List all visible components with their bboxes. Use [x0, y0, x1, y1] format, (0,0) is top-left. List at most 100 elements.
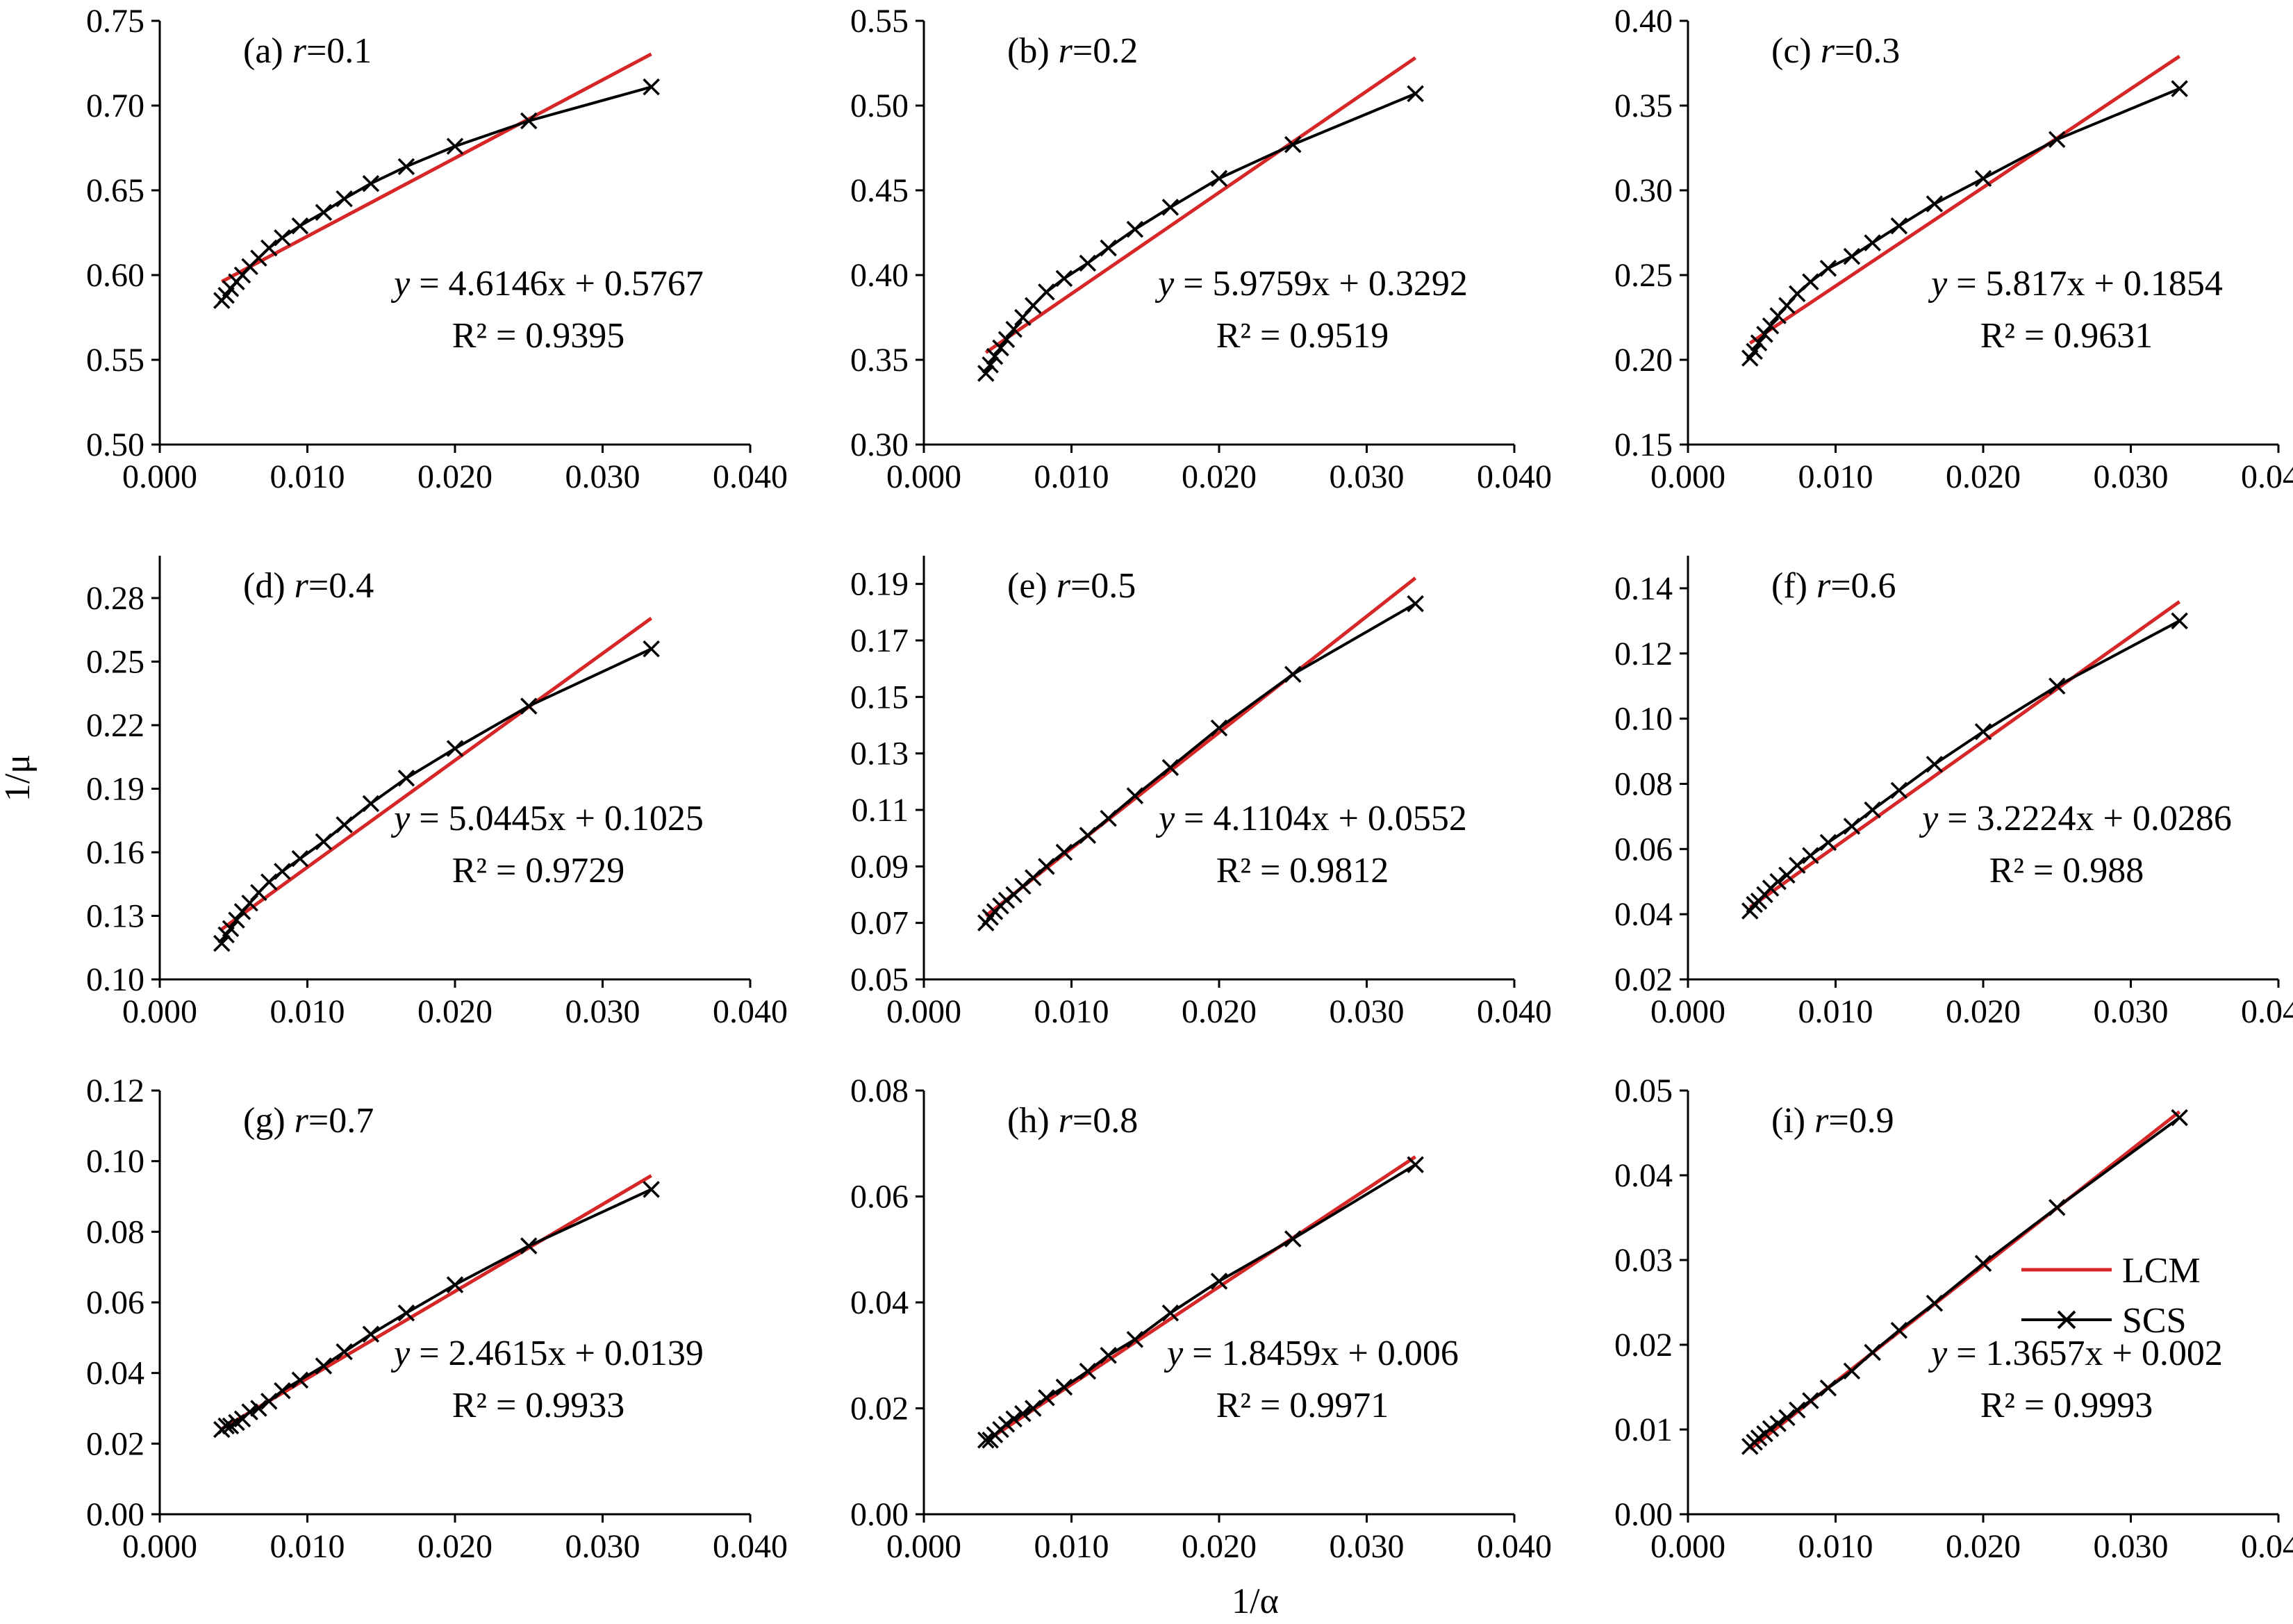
scs-data-point — [260, 873, 278, 890]
scs-data-point — [1055, 843, 1073, 861]
panel-label: (a) r=0.1 — [243, 31, 372, 71]
scs-data-point — [1756, 326, 1773, 343]
scs-data-point — [274, 229, 291, 247]
x-tick-label: 0.000 — [122, 458, 197, 495]
panel-r-symbol: r — [295, 566, 309, 606]
fit-r-squared: R² = 0.9812 — [1216, 851, 1389, 890]
x-tick-label: 0.000 — [122, 1528, 197, 1565]
equation-rhs: = 5.0445x + 0.1025 — [410, 799, 704, 838]
scs-data-point — [315, 833, 333, 850]
panel-letter: (f) — [1771, 566, 1816, 606]
x-tick-label: 0.030 — [1330, 1528, 1405, 1565]
scs-data-point — [1843, 247, 1861, 265]
scs-data-point — [397, 1304, 415, 1322]
scs-data-point — [1210, 719, 1228, 737]
equation-y: y — [1928, 1334, 1948, 1373]
fit-r-squared: R² = 0.9395 — [452, 316, 625, 356]
scs-data-point — [1100, 239, 1117, 257]
scs-data-point — [1014, 1405, 1032, 1423]
scs-data-point — [998, 331, 1016, 348]
fit-equation: y = 1.3657x + 0.002 — [1928, 1334, 2223, 1373]
panel-label: (h) r=0.8 — [1007, 1101, 1138, 1141]
scs-data-point — [1005, 1410, 1023, 1427]
y-tick-label: 0.50 — [86, 426, 144, 463]
scs-data-point — [2048, 677, 2066, 695]
y-tick-label: 0.25 — [86, 644, 144, 681]
scs-data-point — [274, 863, 291, 880]
scs-data-point — [336, 1343, 353, 1361]
x-tick-label: 0.020 — [1946, 458, 2021, 495]
x-tick-label: 0.030 — [565, 993, 640, 1030]
scs-data-point — [1769, 872, 1787, 890]
panel-r-symbol: r — [1821, 31, 1835, 71]
scs-data-point — [1819, 260, 1837, 277]
scs-data-point — [397, 770, 415, 787]
y-tick-label: 0.22 — [86, 707, 144, 744]
fit-r-squared: R² = 0.9729 — [452, 851, 625, 890]
fit-r-squared: R² = 0.9993 — [1980, 1386, 2153, 1425]
scs-data-point — [998, 891, 1016, 909]
x-tick-label: 0.030 — [2094, 993, 2169, 1030]
scs-data-point — [274, 1382, 291, 1400]
fit-r-squared: R² = 0.9971 — [1216, 1386, 1389, 1425]
x-tick-label: 0.030 — [2094, 458, 2169, 495]
scs-data-point — [1819, 834, 1837, 852]
panel-letter: (b) — [1007, 31, 1059, 71]
panel-2: 0.000 0.010 0.020 0.030 0.040 0.30 0.35 0.40 0.4… — [850, 3, 1552, 495]
x-tick-label: 0.010 — [1034, 1528, 1109, 1565]
x-tick-label: 0.030 — [565, 1528, 640, 1565]
equation-rhs: = 4.6146x + 0.5767 — [410, 264, 704, 304]
scs-data-point — [1819, 1379, 1837, 1397]
scs-data-point — [1974, 723, 1992, 740]
scs-data-point — [1746, 342, 1763, 361]
y-tick-label: 0.30 — [850, 426, 909, 463]
scs-data-point — [1161, 199, 1179, 216]
panel-label: (f) r=0.6 — [1771, 566, 1896, 606]
scs-data-point — [2048, 1199, 2066, 1216]
x-tick-label: 0.010 — [1798, 458, 1873, 495]
y-tick-label: 0.13 — [86, 898, 144, 935]
scs-data-point — [2171, 1109, 2188, 1127]
x-tick-label: 0.010 — [270, 993, 345, 1030]
equation-rhs: = 3.2224x + 0.0286 — [1938, 799, 2232, 838]
panel-r-value: =0.3 — [1835, 31, 1900, 71]
scs-data-point — [362, 795, 380, 813]
scs-data-point — [1750, 334, 1768, 351]
y-tick-label: 0.55 — [86, 342, 144, 379]
y-tick-label: 0.45 — [850, 172, 909, 209]
y-tick-label: 0.06 — [850, 1179, 909, 1216]
x-tick-label: 0.040 — [2241, 1528, 2293, 1565]
panel-r-symbol: r — [1816, 566, 1831, 606]
scs-data-point — [977, 365, 995, 382]
scs-data-point — [1284, 135, 1302, 154]
equation-y: y — [1155, 799, 1175, 838]
scs-data-point — [446, 138, 464, 155]
equation-rhs: = 1.8459x + 0.006 — [1183, 1334, 1459, 1373]
x-tick-label: 0.020 — [417, 993, 492, 1030]
x-tick-label: 0.020 — [1182, 1528, 1257, 1565]
x-tick-label: 0.030 — [565, 458, 640, 495]
y-tick-label: 0.40 — [1614, 3, 1673, 40]
scs-data-point — [260, 1393, 278, 1410]
equation-rhs: = 5.817x + 0.1854 — [1947, 264, 2223, 304]
equation-y: y — [390, 1334, 411, 1373]
panel-r-symbol: r — [295, 1101, 309, 1141]
scs-data-point — [2171, 612, 2188, 630]
panel-r-symbol: r — [292, 31, 307, 71]
y-tick-label: 0.75 — [86, 3, 144, 40]
y-tick-label: 0.28 — [86, 580, 144, 617]
scs-data-point — [1890, 781, 1908, 799]
x-tick-label: 0.000 — [122, 993, 197, 1030]
scs-data-point — [446, 740, 464, 757]
x-tick-label: 0.010 — [1034, 993, 1109, 1030]
lcm-fit-line — [984, 56, 1417, 354]
scs-data-point — [520, 697, 538, 715]
x-tick-label: 0.040 — [713, 1528, 788, 1565]
panel-r-value: =0.6 — [1830, 566, 1896, 606]
scs-series-line — [220, 647, 652, 945]
panel-label: (d) r=0.4 — [243, 566, 374, 606]
panel-letter: (e) — [1007, 566, 1057, 606]
scs-data-point — [1005, 320, 1023, 338]
scs-data-point — [250, 1400, 267, 1417]
equation-y: y — [1928, 264, 1948, 304]
